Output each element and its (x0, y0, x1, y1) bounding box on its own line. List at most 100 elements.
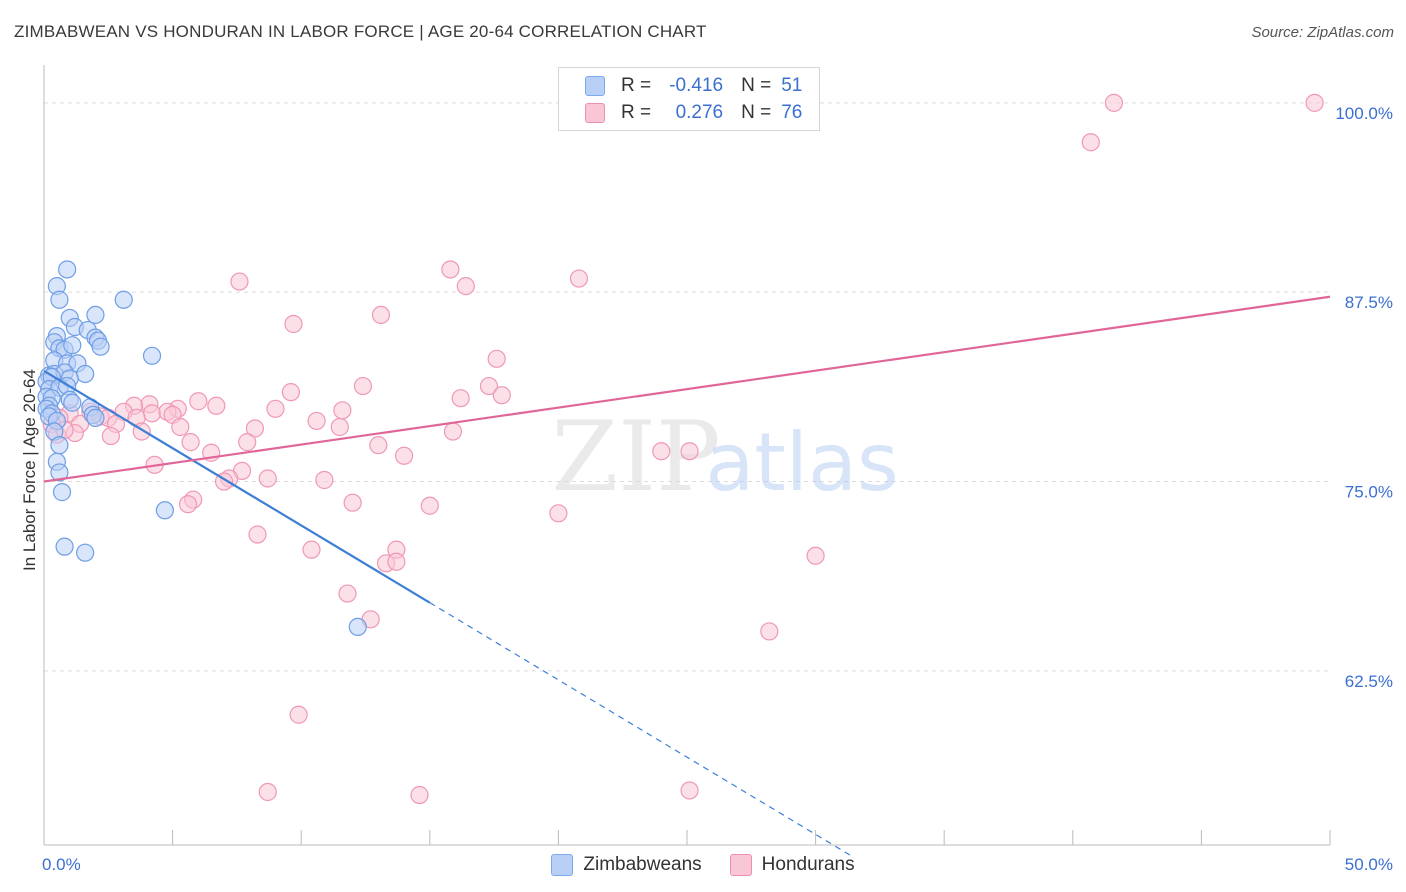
legend-r-value-zimbabweans: -0.416 (669, 75, 724, 96)
data-point (258, 782, 277, 802)
legend-item-hondurans[interactable]: Hondurans (729, 854, 855, 876)
series-legend: Zimbabweans Hondurans (0, 852, 1406, 878)
legend-n-label: N = (741, 75, 772, 96)
trend-line-hondurans (43, 295, 1331, 483)
data-point (371, 305, 391, 325)
data-point (1305, 93, 1324, 112)
legend-swatch-hondurans (729, 854, 752, 876)
axes (43, 65, 1331, 846)
data-points (37, 93, 1324, 805)
watermark: ZIP atlas (551, 401, 898, 513)
data-point (348, 617, 367, 637)
data-point (353, 376, 373, 396)
data-point (456, 277, 475, 296)
data-point (101, 426, 120, 446)
data-point (178, 495, 198, 514)
data-point (76, 543, 95, 562)
data-point (760, 622, 779, 641)
correlation-legend: R = -0.416 N = 51 R = 0.276 N = 76 (558, 67, 820, 131)
data-point (1081, 133, 1100, 152)
data-point (155, 501, 174, 520)
legend-row-zimbabweans: R = -0.416 N = 51 (585, 74, 802, 98)
legend-r-label: R = (621, 102, 652, 123)
data-point (652, 442, 671, 461)
legend-n-label: N = (741, 102, 772, 123)
data-point (63, 336, 82, 355)
grid-lines (44, 102, 1330, 672)
y-tick-label: 87.5% (1345, 293, 1393, 312)
data-point (333, 401, 352, 420)
data-point (248, 525, 267, 544)
data-point (1104, 93, 1124, 112)
data-point (50, 290, 69, 309)
data-point (230, 272, 249, 291)
data-point (50, 436, 69, 455)
chart-title: ZIMBABWEAN VS HONDURAN IN LABOR FORCE | … (14, 22, 707, 41)
data-point (91, 337, 110, 356)
data-point (680, 781, 699, 800)
y-tick-label: 100.0% (1335, 104, 1393, 123)
legend-n-value-hondurans: 76 (781, 102, 803, 123)
legend-row-hondurans: R = 0.276 N = 76 (585, 101, 802, 125)
data-point (281, 383, 301, 402)
legend-swatch-zimbabweans (551, 854, 574, 876)
trend-line-zimbabweans (43, 369, 431, 604)
data-point (451, 389, 470, 408)
data-point (114, 290, 133, 309)
data-point (86, 305, 105, 325)
data-point (806, 546, 825, 565)
data-point (680, 442, 699, 461)
data-point (50, 463, 69, 482)
data-point (289, 705, 308, 724)
data-point (171, 417, 190, 437)
tick-labels: 62.5% 75.0% 87.5% 100.0% 0.0% 50.0% (42, 104, 1393, 874)
source-credit: Source: ZipAtlas.com (1251, 24, 1394, 41)
data-point (569, 269, 589, 288)
series-zimbabweans (37, 260, 367, 637)
data-point (76, 364, 95, 384)
legend-swatch-zimbabweans (585, 76, 605, 96)
y-tick-label: 62.5% (1345, 672, 1393, 691)
data-point (487, 349, 506, 368)
data-point (420, 496, 439, 515)
data-point (549, 504, 568, 523)
data-point (189, 392, 208, 411)
data-point (315, 470, 334, 490)
data-point (410, 785, 429, 805)
data-point (387, 552, 406, 571)
data-point (330, 417, 349, 437)
data-point (86, 408, 105, 427)
legend-r-value-hondurans: 0.276 (675, 102, 724, 123)
data-point (338, 584, 357, 603)
trend-extension-zimbabweans (429, 602, 855, 859)
data-point (245, 419, 265, 438)
data-point (207, 396, 226, 415)
data-point (55, 537, 74, 556)
data-point (441, 260, 460, 279)
data-point (238, 433, 257, 452)
data-point (52, 483, 72, 502)
data-point (479, 376, 499, 396)
data-point (258, 469, 277, 488)
data-point (181, 433, 200, 452)
data-point (394, 446, 414, 465)
legend-item-zimbabweans[interactable]: Zimbabweans (551, 854, 702, 876)
data-point (302, 540, 321, 559)
legend-n-value-zimbabweans: 51 (781, 75, 803, 96)
data-point (443, 422, 463, 441)
data-point (266, 399, 285, 418)
data-point (492, 386, 511, 405)
data-point (58, 260, 77, 279)
x-tick-label-min: 0.0% (42, 855, 81, 874)
data-point (142, 346, 162, 365)
x-tick-label-max: 50.0% (1345, 855, 1393, 874)
legend-label-zimbabweans: Zimbabweans (583, 854, 702, 875)
data-point (63, 393, 82, 412)
legend-label-hondurans: Hondurans (761, 854, 855, 875)
y-tick-label: 75.0% (1345, 483, 1393, 502)
data-point (284, 314, 303, 334)
data-point (307, 411, 326, 431)
watermark-atlas: atlas (705, 416, 898, 509)
series-hondurans (42, 93, 1324, 805)
